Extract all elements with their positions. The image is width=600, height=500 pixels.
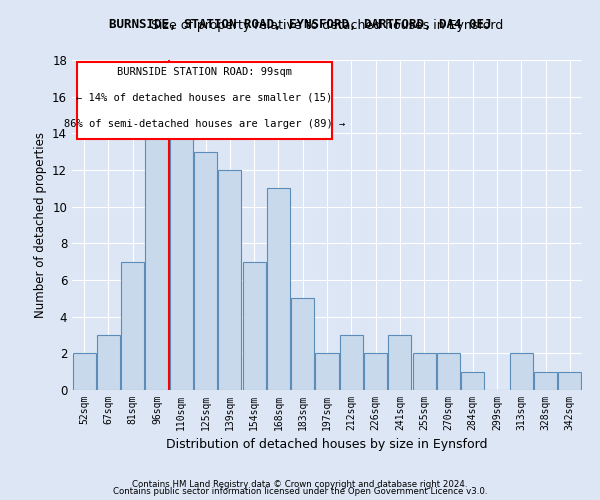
- Bar: [242, 262, 266, 390]
- Text: ← 14% of detached houses are smaller (15): ← 14% of detached houses are smaller (15…: [76, 93, 333, 103]
- Bar: [73, 354, 95, 390]
- Bar: [388, 335, 412, 390]
- Text: 86% of semi-detached houses are larger (89) →: 86% of semi-detached houses are larger (…: [64, 120, 345, 130]
- Bar: [534, 372, 557, 390]
- Bar: [461, 372, 484, 390]
- Bar: [194, 152, 217, 390]
- Bar: [510, 354, 533, 390]
- Bar: [437, 354, 460, 390]
- Bar: [413, 354, 436, 390]
- Bar: [97, 335, 120, 390]
- Bar: [291, 298, 314, 390]
- Text: BURNSIDE, STATION ROAD, EYNSFORD, DARTFORD, DA4 0EJ: BURNSIDE, STATION ROAD, EYNSFORD, DARTFO…: [109, 18, 491, 30]
- FancyBboxPatch shape: [77, 62, 332, 139]
- X-axis label: Distribution of detached houses by size in Eynsford: Distribution of detached houses by size …: [166, 438, 488, 452]
- Bar: [267, 188, 290, 390]
- Bar: [121, 262, 144, 390]
- Text: Contains public sector information licensed under the Open Government Licence v3: Contains public sector information licen…: [113, 488, 487, 496]
- Bar: [218, 170, 241, 390]
- Bar: [364, 354, 387, 390]
- Bar: [170, 115, 193, 390]
- Bar: [559, 372, 581, 390]
- Bar: [145, 134, 169, 390]
- Text: Contains HM Land Registry data © Crown copyright and database right 2024.: Contains HM Land Registry data © Crown c…: [132, 480, 468, 489]
- Y-axis label: Number of detached properties: Number of detached properties: [34, 132, 47, 318]
- Bar: [340, 335, 363, 390]
- Text: BURNSIDE STATION ROAD: 99sqm: BURNSIDE STATION ROAD: 99sqm: [117, 66, 292, 76]
- Title: Size of property relative to detached houses in Eynsford: Size of property relative to detached ho…: [151, 20, 503, 32]
- Bar: [316, 354, 338, 390]
